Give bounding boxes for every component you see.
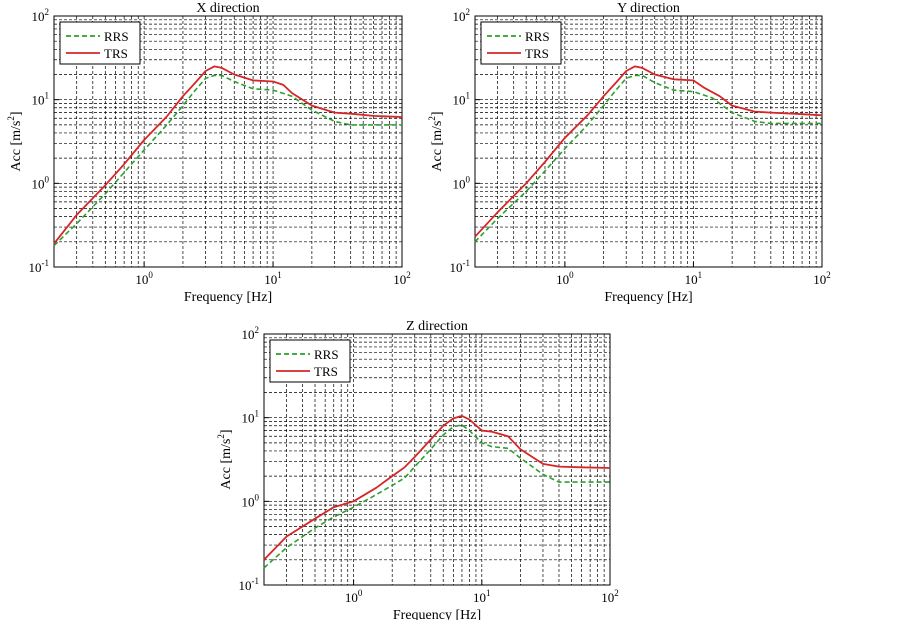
series-trs-line <box>263 414 611 561</box>
x-tick-label: 100 <box>556 270 574 287</box>
x-axis-label: Frequency [Hz] <box>184 290 272 305</box>
x-tick-label: 101 <box>264 270 282 287</box>
legend: RRS TRS <box>480 21 562 65</box>
x-tick-label: 102 <box>601 588 619 605</box>
plot-frame <box>263 333 611 586</box>
legend-trs-label: TRS <box>314 364 338 379</box>
y-tick-label: 10-1 <box>239 576 260 593</box>
x-tick-label: 101 <box>473 588 491 605</box>
series-rrs-line <box>263 424 610 569</box>
x-tick-label: 101 <box>685 270 703 287</box>
legend-trs-label: TRS <box>525 46 549 61</box>
y-tick-label: 10-1 <box>29 258 50 275</box>
y-tick-label: 102 <box>453 7 471 24</box>
y-tick-label: 101 <box>242 409 260 426</box>
chart-title: Z direction <box>406 319 468 334</box>
chart-x-direction: 100 101 102 10-1 100 101 102 X direction Frequen… <box>6 1 411 305</box>
legend-rrs-label: RRS <box>314 347 339 362</box>
series-rrs-line <box>474 74 822 243</box>
y-tick-label: 102 <box>32 7 50 24</box>
y-tick-label: 101 <box>453 91 471 108</box>
plot-frame <box>474 15 823 268</box>
plot-frame <box>53 15 403 268</box>
grid <box>54 16 402 267</box>
legend: RRS TRS <box>59 21 141 65</box>
x-axis-label: Frequency [Hz] <box>393 608 481 620</box>
chart-title: Y direction <box>617 1 680 16</box>
legend-trs-label: TRS <box>104 46 128 61</box>
series-trs-line <box>53 65 403 245</box>
y-tick-label: 100 <box>32 174 50 191</box>
x-tick-label: 102 <box>393 270 411 287</box>
y-tick-label: 102 <box>242 325 260 342</box>
chart-y-direction: 100 101 102 10-1 100 101 102 Y direction Frequen… <box>427 1 831 305</box>
legend: RRS TRS <box>269 339 351 383</box>
legend-box <box>269 339 351 383</box>
x-tick-label: 102 <box>813 270 831 287</box>
chart-title: X direction <box>196 1 259 16</box>
legend-box <box>59 21 141 65</box>
series-rrs-line <box>53 74 402 247</box>
chart-z-direction: 100 101 102 10-1 100 101 102 Z direction Frequen… <box>216 319 619 623</box>
y-tick-label: 10-1 <box>450 258 471 275</box>
legend-box <box>480 21 562 65</box>
series-trs-line <box>474 65 823 238</box>
x-tick-label: 100 <box>135 270 153 287</box>
y-tick-label: 101 <box>32 91 50 108</box>
x-tick-label: 100 <box>345 588 363 605</box>
y-tick-label: 100 <box>242 492 260 509</box>
y-axis-label: Acc [m/s2] <box>427 111 445 171</box>
legend-rrs-label: RRS <box>104 29 129 44</box>
x-axis-label: Frequency [Hz] <box>604 290 692 305</box>
legend-rrs-label: RRS <box>525 29 550 44</box>
y-axis-label: Acc [m/s2] <box>216 429 234 489</box>
y-axis-label: Acc [m/s2] <box>6 111 24 171</box>
y-tick-label: 100 <box>453 174 471 191</box>
